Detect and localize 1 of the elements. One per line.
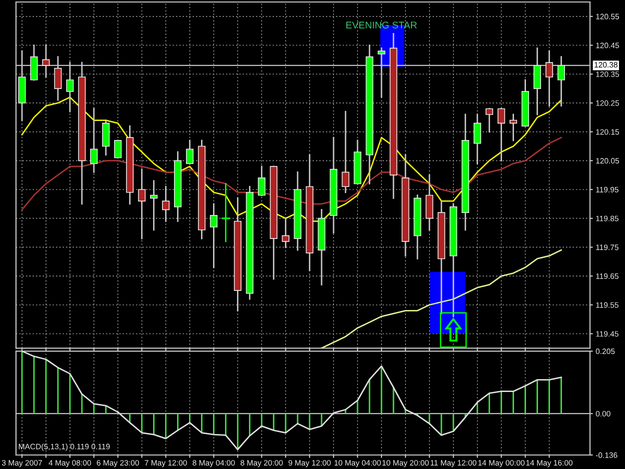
annotation: EVENING STAR — [346, 22, 417, 28]
